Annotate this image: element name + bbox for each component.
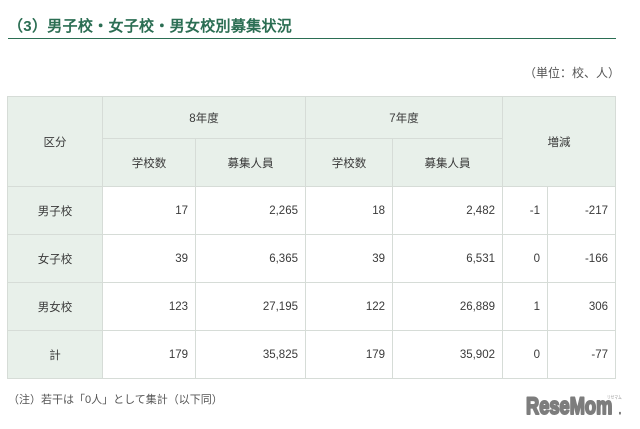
svg-text:.: . <box>619 405 622 417</box>
svg-text:ReseMom: ReseMom <box>526 393 612 420</box>
